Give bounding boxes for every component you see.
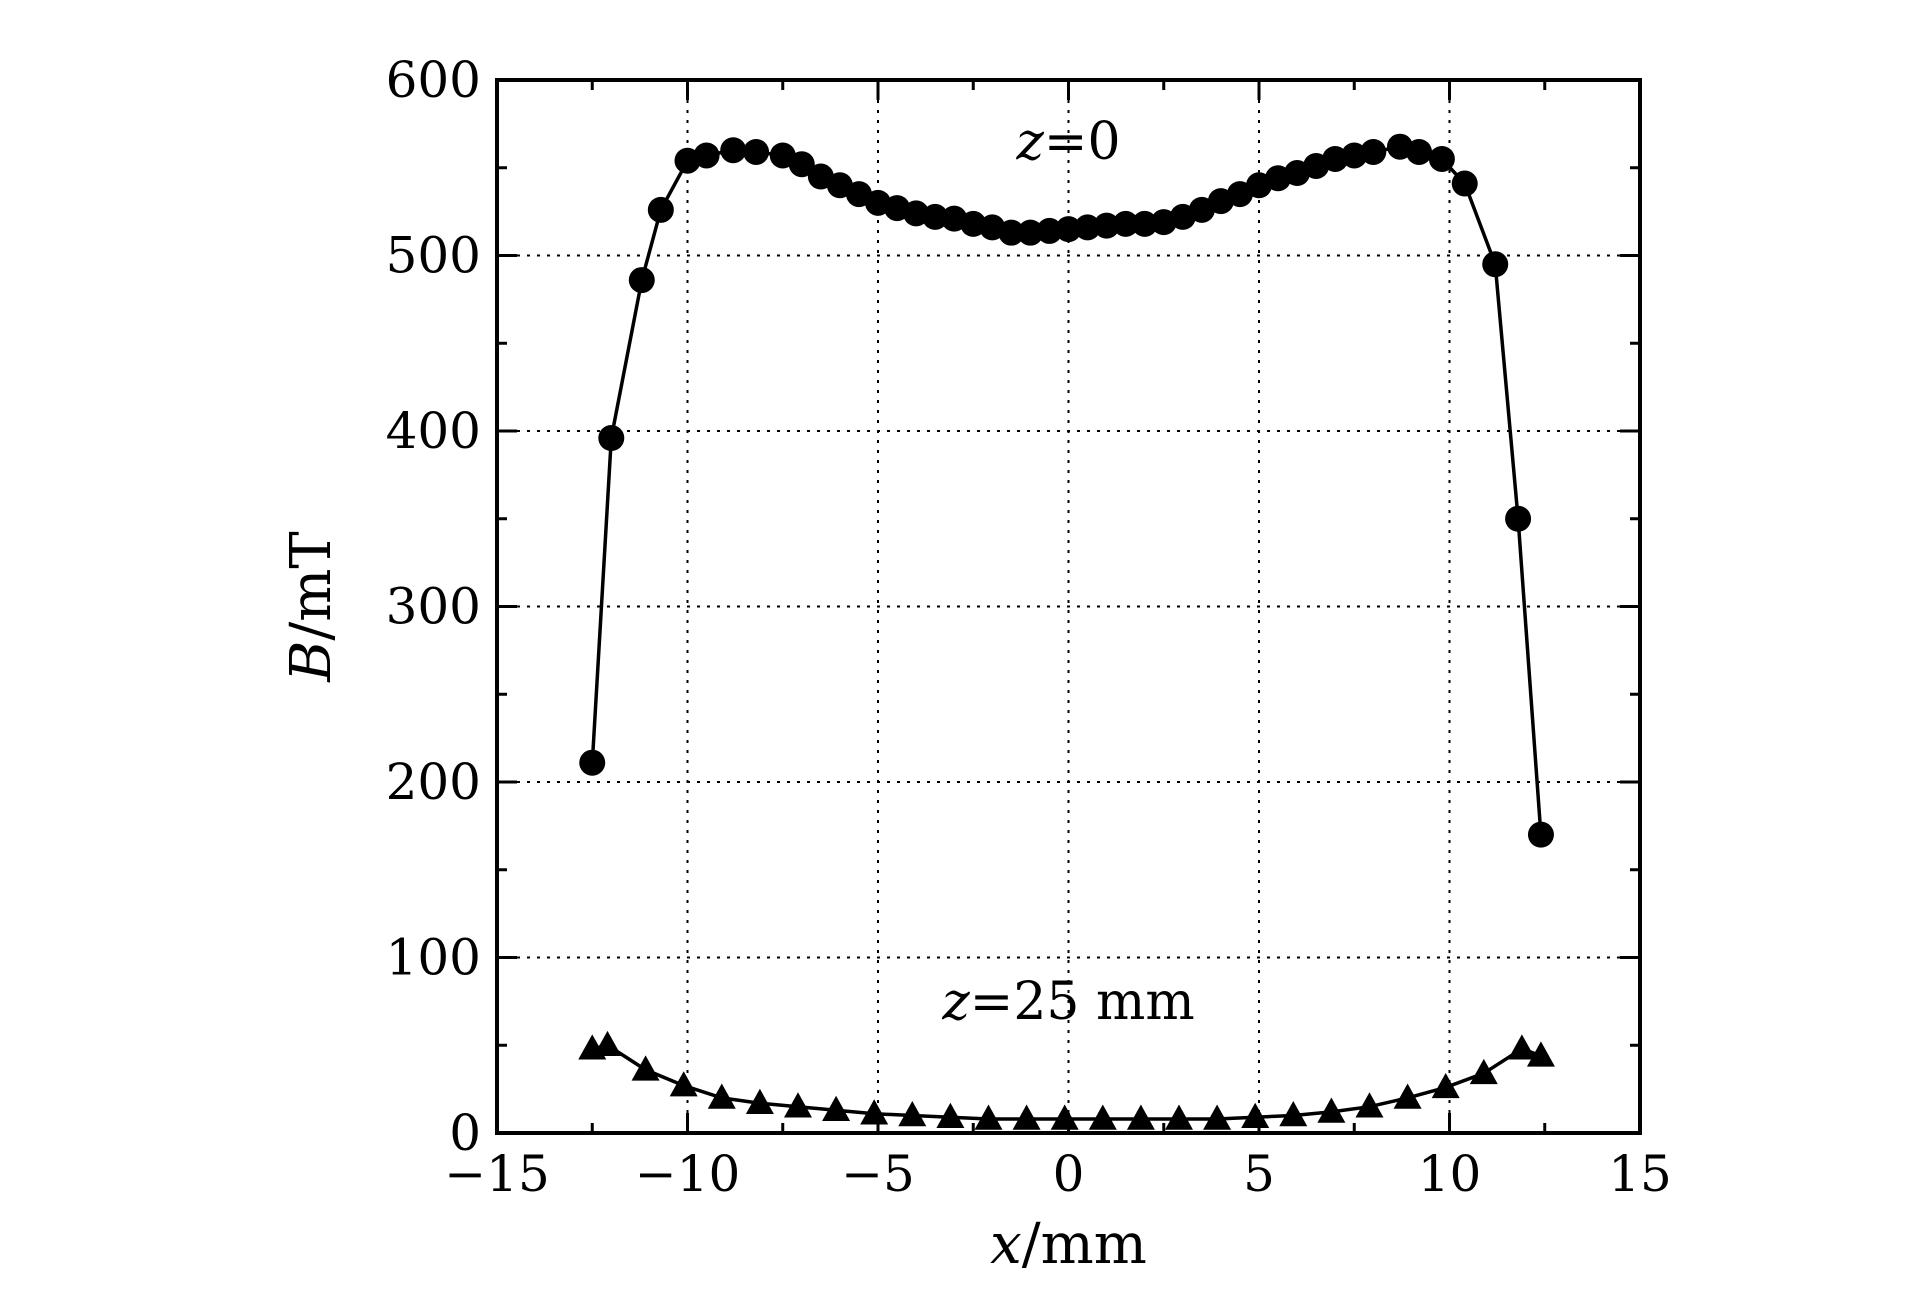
data-point-circle [1505,505,1532,532]
data-point-circle [1112,210,1139,237]
data-point-circle [720,137,747,164]
data-point-triangle [1393,1083,1422,1109]
annotation-var: z [1015,112,1044,172]
data-point-circle [647,196,674,223]
data-point-triangle [1507,1034,1536,1060]
data-point-triangle [1126,1104,1155,1130]
grid-lines [497,80,1640,1133]
annotation-var: z [941,972,970,1032]
annotation-2: z=25 mm [941,972,1194,1032]
data-point-circle [1093,212,1120,239]
data-point-triangle [1012,1104,1041,1130]
data-point-triangle [1050,1104,1079,1130]
series-1 [579,133,1554,848]
x-axis-unit: /mm [1022,1212,1147,1277]
data-point-triangle [1317,1097,1346,1123]
annotations: z=0z=25 mm [941,112,1194,1032]
y-axis-label: B/mT [279,531,344,682]
y-tick-label: 500 [386,227,481,285]
x-tick-labels: −15 −10 −5 0 5 10 15 [444,1145,1672,1203]
x-tick-label: −10 [635,1145,741,1203]
data-point-triangle [860,1099,889,1125]
data-point-triangle [1355,1092,1384,1118]
series-2 [578,1030,1555,1130]
series-layer [578,133,1555,1130]
data-point-triangle [822,1095,851,1121]
data-point-circle [628,267,655,294]
annotation-text: =25 mm [970,972,1195,1032]
x-tick-label: −15 [444,1145,550,1203]
data-point-triangle [631,1055,660,1081]
data-point-triangle [974,1104,1003,1130]
data-point-circle [743,138,770,165]
data-point-triangle [669,1071,698,1097]
x-axis-label: x/mm [990,1212,1147,1277]
data-point-triangle [1088,1104,1117,1130]
y-tick-label: 300 [386,578,481,636]
data-point-circle [1451,170,1478,197]
data-point-circle [1131,210,1158,237]
data-point-triangle [745,1088,774,1114]
y-tick-label: 600 [386,51,481,109]
data-point-circle [1360,138,1387,165]
data-point-circle [1017,219,1044,246]
data-point-circle [598,425,625,452]
plot-frame [495,78,1642,1135]
data-point-triangle [1431,1072,1460,1099]
data-point-triangle [593,1030,622,1057]
data-point-triangle [707,1083,736,1109]
x-tick-label: 5 [1243,1145,1275,1203]
data-point-circle [1406,138,1433,165]
data-point-triangle [898,1101,927,1127]
x-axis-var: x [990,1212,1022,1277]
y-axis-var: B [279,641,344,683]
data-point-circle [1482,251,1509,278]
data-point-circle [1527,821,1554,848]
annotation-1: z=0 [1015,112,1120,172]
data-point-triangle [1526,1041,1555,1067]
y-tick-label: 0 [449,1104,481,1162]
data-point-triangle [936,1102,965,1129]
y-tick-labels: 0 100 200 300 400 500 600 [386,51,481,1162]
data-point-circle [998,219,1025,246]
data-point-triangle [1279,1101,1308,1127]
y-axis-unit: /mT [279,531,344,640]
y-tick-label: 200 [386,753,481,811]
data-point-triangle [1241,1102,1270,1129]
data-point-circle [1036,217,1063,244]
data-point-circle [1055,216,1082,243]
data-point-triangle [1203,1104,1232,1130]
data-point-circle [1074,214,1101,241]
data-point-circle [1428,145,1455,172]
y-tick-label: 100 [386,929,481,987]
data-point-triangle [1164,1104,1193,1130]
x-tick-label: 0 [1053,1145,1085,1203]
annotation-text: =0 [1044,112,1121,172]
x-tick-label: −5 [841,1145,915,1203]
data-point-circle [788,151,815,178]
series-1-line [590,144,1543,835]
data-point-triangle [783,1092,812,1118]
data-point-circle [579,749,606,776]
x-tick-label: 10 [1418,1145,1482,1203]
data-point-circle [693,142,720,169]
x-tick-label: 15 [1608,1145,1672,1203]
y-tick-label: 400 [386,402,481,460]
data-point-triangle [1469,1058,1498,1085]
data-point-circle [922,203,949,230]
